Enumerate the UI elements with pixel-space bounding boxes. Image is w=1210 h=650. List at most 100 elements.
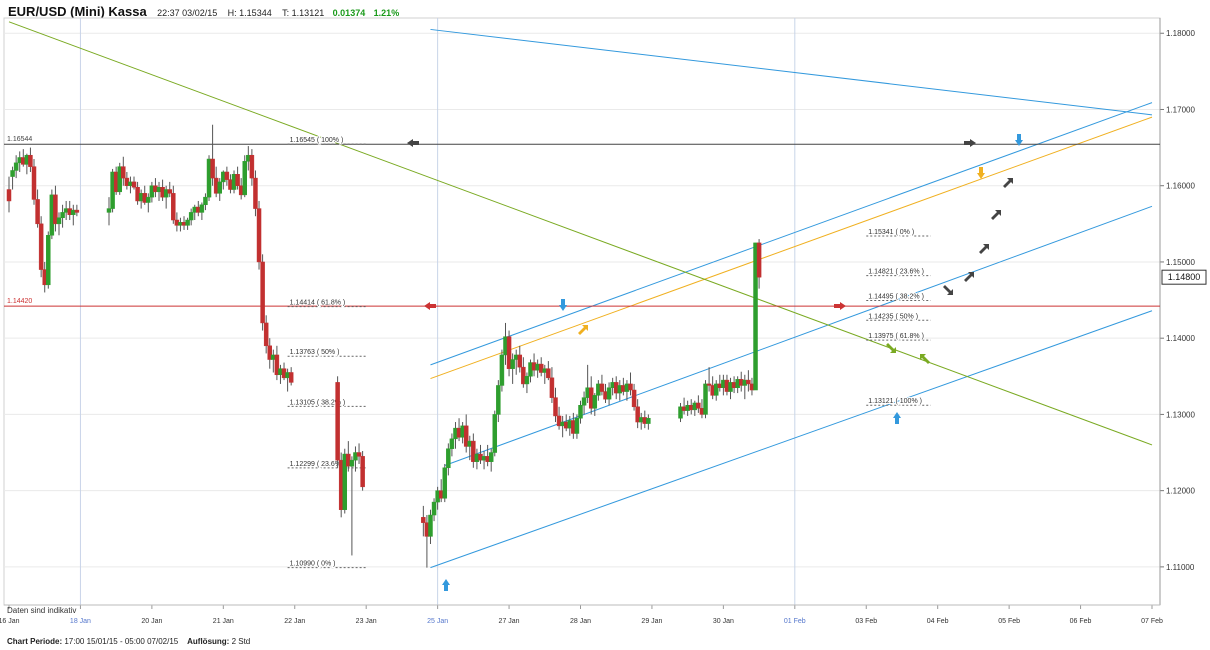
candle-up <box>146 196 151 203</box>
y-tick-label: 1.12000 <box>1166 487 1195 496</box>
support-level-label: 1.14420 <box>7 298 32 305</box>
candle-up <box>199 204 205 213</box>
quote-low: T: 1.13121 <box>282 8 325 18</box>
candle-up <box>342 453 348 510</box>
x-tick-label: 27 Jan <box>499 618 520 625</box>
candle-up <box>446 448 451 469</box>
candle-up <box>606 387 612 400</box>
chart-footer: Chart Periode: 17:00 15/01/15 - 05:00 07… <box>7 637 250 646</box>
projection-arrow-icon <box>979 244 989 254</box>
candle-down <box>746 379 751 385</box>
fib-level-label: 1.10990 ( 0% ) <box>290 561 336 568</box>
candle-up <box>60 212 65 218</box>
candle-down <box>267 345 272 360</box>
candle-up <box>492 414 498 453</box>
candle-up <box>496 385 501 415</box>
projection-arrow-icon <box>964 272 974 282</box>
quote-high: H: 1.15344 <box>227 8 272 18</box>
resistance-level-label: 1.16544 <box>7 136 32 143</box>
candle-up <box>56 217 62 225</box>
candle-down <box>521 366 526 385</box>
chart-header: EUR/USD (Mini) Kassa 22:37 03/02/15 H: 1… <box>8 3 399 19</box>
candle-up <box>524 376 530 385</box>
down-arrow-icon <box>559 299 567 311</box>
candle-up <box>703 383 708 415</box>
fib-level-label: 1.13975 ( 61.8% ) <box>868 333 924 340</box>
candle-up <box>499 354 505 386</box>
period-value: 17:00 15/01/15 - 05:00 07/02/15 <box>64 637 179 646</box>
candle-up <box>431 501 437 516</box>
fib-level-label: 1.14821 ( 23.6% ) <box>868 269 924 276</box>
candle-up <box>349 459 355 467</box>
candle-down <box>74 209 80 213</box>
y-tick-label: 1.13000 <box>1166 410 1195 419</box>
candle-up <box>449 438 455 449</box>
candle-up <box>646 417 651 424</box>
x-tick-label: 25 Jan <box>427 618 448 625</box>
candle-up <box>46 235 51 286</box>
right-arrow-icon <box>834 302 846 310</box>
candle-up <box>203 196 208 206</box>
projection-arrow-icon <box>1003 178 1013 188</box>
candle-down <box>28 154 33 167</box>
candle-down <box>553 397 558 417</box>
x-tick-label: 04 Feb <box>927 618 949 625</box>
channel-trend-line <box>430 102 1153 366</box>
candle-down <box>756 242 762 278</box>
quote-change: 0.01374 <box>332 8 366 18</box>
last-price-tag <box>1161 269 1207 285</box>
candle-down <box>235 174 240 186</box>
quote-change-percent: 1.21% <box>373 8 400 18</box>
candle-down <box>635 406 640 423</box>
y-tick-label: 1.18000 <box>1166 29 1195 38</box>
fib-level-label: 1.14235 ( 50% ) <box>868 313 918 320</box>
channel-trend-line <box>430 28 1153 116</box>
x-tick-label: 03 Feb <box>855 618 877 625</box>
x-tick-label: 01 Feb <box>784 618 806 625</box>
candle-down <box>253 177 258 209</box>
candle-down <box>463 425 469 447</box>
x-tick-label: 05 Feb <box>998 618 1020 625</box>
instrument-title: EUR/USD (Mini) Kassa <box>8 4 147 19</box>
x-tick-label: 07 Feb <box>1141 618 1163 625</box>
x-tick-label: 23 Jan <box>356 618 377 625</box>
candle-up <box>106 208 112 213</box>
candle-down <box>631 389 637 408</box>
y-tick-label: 1.14000 <box>1166 334 1195 343</box>
candle-up <box>117 166 122 193</box>
candle-down <box>706 383 712 386</box>
trend-trend-line <box>8 21 1153 446</box>
up-arrow-icon <box>442 579 450 591</box>
diagonal-arrow-icon <box>920 354 930 364</box>
x-tick-label: 06 Feb <box>1070 618 1092 625</box>
projection-arrow-icon <box>991 210 1001 220</box>
candle-up <box>428 514 433 537</box>
candle-down <box>121 166 126 179</box>
candle-down <box>167 189 172 194</box>
data-disclaimer: Daten sind indikativ <box>7 606 77 615</box>
fib-level-label: 1.13763 ( 50% ) <box>290 349 340 356</box>
candle-down <box>35 199 40 225</box>
candle-down <box>256 208 262 263</box>
candle-down <box>599 383 605 392</box>
candle-down <box>6 189 12 202</box>
plot-area <box>3 17 1161 606</box>
candle-down <box>549 377 555 398</box>
up-arrow-icon <box>893 412 901 424</box>
y-tick-label: 1.17000 <box>1166 105 1195 114</box>
candle-down <box>53 194 58 225</box>
y-tick-label: 1.11000 <box>1166 563 1195 572</box>
fib-level-label: 1.13121 ( 100% ) <box>868 398 922 405</box>
candle-down <box>274 354 280 376</box>
left-arrow-icon <box>424 302 436 310</box>
down-arrow-icon <box>977 167 985 179</box>
candle-down <box>471 440 476 462</box>
x-tick-label: 16 Jan <box>0 618 20 625</box>
diagonal-arrow-icon <box>578 325 588 335</box>
candle-down <box>288 372 294 383</box>
candle-down <box>38 223 44 270</box>
candle-down <box>360 456 365 488</box>
candle-up <box>442 467 448 499</box>
period-label: Chart Periode: <box>7 637 63 646</box>
last-price-label: 1.14800 <box>1168 272 1201 282</box>
